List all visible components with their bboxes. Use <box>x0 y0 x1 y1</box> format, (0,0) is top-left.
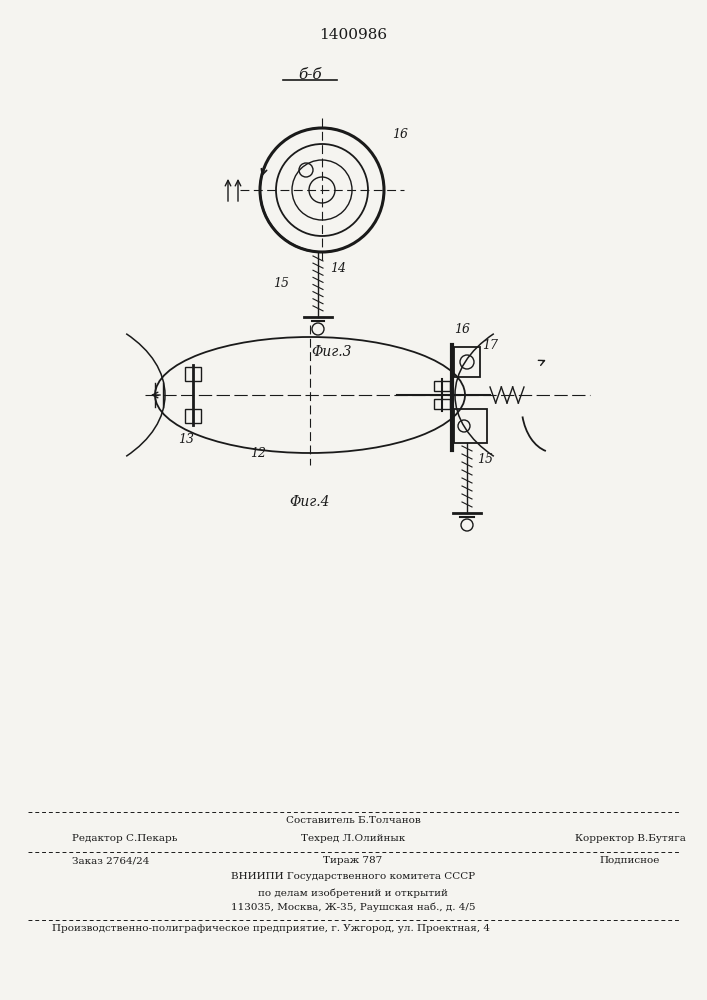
Text: Производственно-полиграфическое предприятие, г. Ужгород, ул. Проектная, 4: Производственно-полиграфическое предприя… <box>52 924 490 933</box>
Text: Составитель Б.Толчанов: Составитель Б.Толчанов <box>286 816 421 825</box>
Text: Заказ 2764/24: Заказ 2764/24 <box>72 856 149 865</box>
Text: Редактор С.Пекарь: Редактор С.Пекарь <box>72 834 177 843</box>
Text: 15: 15 <box>273 277 289 290</box>
Bar <box>185 367 201 381</box>
Text: 16: 16 <box>392 128 408 141</box>
Text: Φиг.3: Φиг.3 <box>312 345 352 359</box>
Text: Подписное: Подписное <box>600 856 660 865</box>
Bar <box>454 409 487 443</box>
Bar <box>434 381 450 391</box>
Text: Тираж 787: Тираж 787 <box>323 856 382 865</box>
Text: ВНИИПИ Государственного комитета СССР: ВНИИПИ Государственного комитета СССР <box>231 872 475 881</box>
Text: 113035, Москва, Ж-35, Раушская наб., д. 4/5: 113035, Москва, Ж-35, Раушская наб., д. … <box>230 903 475 912</box>
Text: Корректор В.Бутяга: Корректор В.Бутяга <box>575 834 686 843</box>
Text: по делам изобретений и открытий: по делам изобретений и открытий <box>258 888 448 898</box>
Bar <box>185 409 201 423</box>
Text: б-б: б-б <box>298 68 322 82</box>
Text: 15: 15 <box>477 453 493 466</box>
Text: 12: 12 <box>250 447 266 460</box>
Text: 14: 14 <box>330 262 346 275</box>
Text: Φиг.4: Φиг.4 <box>290 495 330 509</box>
Text: 1400986: 1400986 <box>319 28 387 42</box>
Bar <box>434 399 450 409</box>
Text: 16: 16 <box>454 323 470 336</box>
Text: Техред Л.Олийнык: Техред Л.Олийнык <box>301 834 405 843</box>
Text: 17: 17 <box>482 339 498 352</box>
Bar <box>454 347 480 377</box>
Text: 13: 13 <box>178 433 194 446</box>
